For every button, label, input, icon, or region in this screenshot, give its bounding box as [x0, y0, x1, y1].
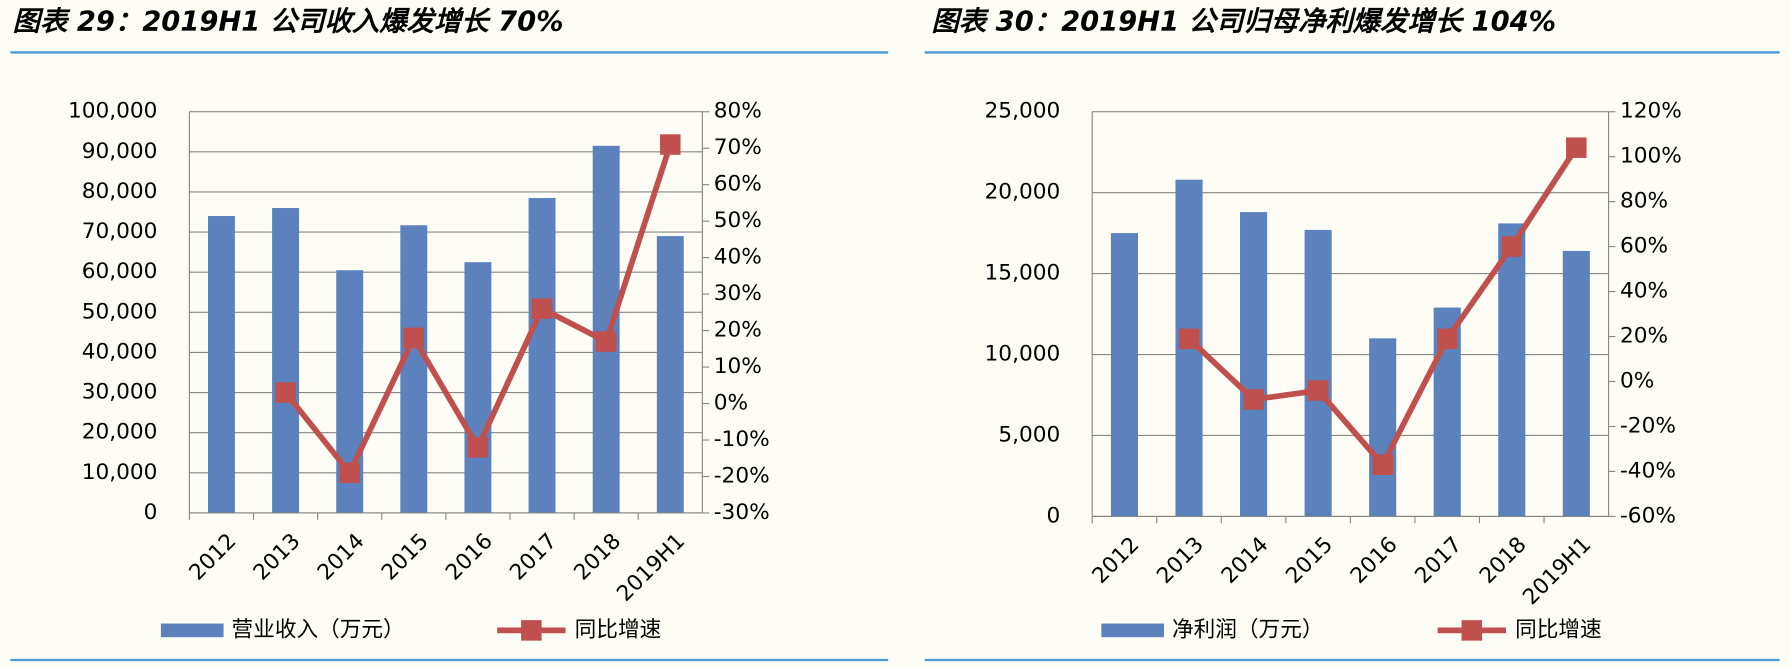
bar	[656, 236, 684, 513]
marker	[467, 437, 489, 458]
y2-tick-label: 20%	[1620, 324, 1668, 349]
bar	[400, 225, 428, 513]
y-tick-label: 100,000	[68, 99, 157, 124]
marker	[595, 331, 617, 352]
marker	[1307, 380, 1329, 401]
x-tick-label: 2019H1	[1518, 532, 1596, 610]
marker	[339, 462, 360, 484]
x-tick-label: 2012	[185, 529, 242, 586]
y-tick-label: 90,000	[82, 139, 158, 164]
x-tick-label: 2018	[1475, 532, 1532, 589]
legend-marker	[521, 620, 542, 641]
x-tick-label: 2017	[1410, 532, 1467, 589]
y2-tick-label: 100%	[1620, 144, 1682, 169]
y-tick-label: 0	[144, 500, 158, 525]
legend-swatch	[1101, 623, 1165, 638]
y-tick-label: 25,000	[985, 99, 1061, 124]
chart-title: 图表 30：2019H1 公司归母净利爆发增长 104%	[931, 6, 1556, 37]
y-tick-label: 20,000	[82, 420, 158, 445]
x-tick-label: 2012	[1088, 532, 1145, 589]
y2-tick-label: 40%	[714, 245, 762, 270]
y2-tick-label: 20%	[714, 318, 762, 343]
y2-tick-label: 50%	[714, 208, 762, 233]
y2-tick-label: 60%	[714, 172, 762, 197]
bar	[1240, 212, 1268, 517]
y2-tick-label: 80%	[1620, 189, 1668, 214]
marker	[531, 298, 553, 319]
y2-tick-label: 10%	[714, 354, 762, 379]
y-tick-label: 10,000	[985, 342, 1061, 367]
bar	[1369, 338, 1397, 517]
x-tick-label: 2017	[505, 529, 562, 586]
legend-label: 净利润（万元）	[1172, 617, 1323, 642]
y-tick-label: 40,000	[82, 339, 158, 364]
marker	[1178, 328, 1200, 350]
bar	[592, 145, 620, 513]
y2-tick-label: 30%	[714, 281, 762, 306]
y2-tick-label: 0%	[714, 391, 748, 416]
marker	[1566, 137, 1587, 158]
y2-tick-label: 60%	[1620, 234, 1668, 259]
x-tick-label: 2014	[313, 529, 370, 586]
y2-tick-label: 80%	[714, 99, 762, 124]
y-tick-label: 50,000	[82, 299, 158, 324]
marker	[1436, 328, 1458, 350]
x-tick-label: 2013	[249, 529, 306, 586]
y2-tick-label: -20%	[714, 463, 770, 488]
y-tick-label: 10,000	[82, 460, 158, 485]
x-tick-label: 2013	[1152, 532, 1209, 589]
chart-title: 图表 29：2019H1 公司收入爆发增长 70%	[13, 6, 564, 37]
x-tick-label: 2015	[377, 529, 434, 586]
legend-label: 同比增速	[575, 617, 662, 642]
marker	[403, 327, 425, 349]
y2-tick-label: -40%	[1620, 458, 1676, 483]
legend-label: 同比增速	[1515, 617, 1602, 642]
y2-tick-label: 70%	[714, 135, 762, 160]
legend-label: 营业收入（万元）	[232, 617, 405, 642]
x-tick-label: 2019H1	[612, 529, 690, 607]
bar	[1304, 229, 1332, 517]
bar	[1110, 233, 1139, 517]
bar	[207, 216, 235, 513]
x-tick-label: 2015	[1281, 532, 1338, 589]
x-tick-label: 2016	[441, 529, 498, 586]
marker	[1243, 389, 1264, 410]
marker	[660, 134, 681, 155]
marker	[1501, 236, 1523, 257]
legend-marker	[1461, 620, 1483, 641]
y2-tick-label: -10%	[714, 427, 770, 452]
y2-tick-label: -20%	[1620, 413, 1676, 438]
y-tick-label: 20,000	[985, 180, 1061, 205]
y-tick-label: 70,000	[82, 219, 158, 244]
y-tick-label: 15,000	[985, 261, 1061, 286]
bar	[464, 262, 492, 513]
y-tick-label: 30,000	[82, 380, 158, 405]
bar	[528, 197, 556, 513]
y-tick-label: 60,000	[82, 259, 158, 284]
bar	[272, 208, 300, 513]
y2-tick-label: 120%	[1620, 99, 1682, 124]
y-tick-label: 5,000	[998, 422, 1060, 447]
marker	[275, 382, 296, 403]
bar	[1562, 250, 1590, 517]
y-tick-label: 0	[1047, 503, 1061, 528]
x-tick-label: 2018	[569, 529, 626, 586]
marker	[1372, 454, 1393, 475]
legend-swatch	[160, 623, 224, 638]
y2-tick-label: -60%	[1620, 503, 1676, 528]
y2-tick-label: -30%	[714, 500, 770, 525]
y2-tick-label: 0%	[1620, 368, 1654, 393]
x-tick-label: 2014	[1217, 532, 1274, 589]
x-tick-label: 2016	[1346, 532, 1403, 589]
bar	[1498, 223, 1526, 517]
y2-tick-label: 40%	[1620, 279, 1668, 304]
y-tick-label: 80,000	[82, 179, 158, 204]
